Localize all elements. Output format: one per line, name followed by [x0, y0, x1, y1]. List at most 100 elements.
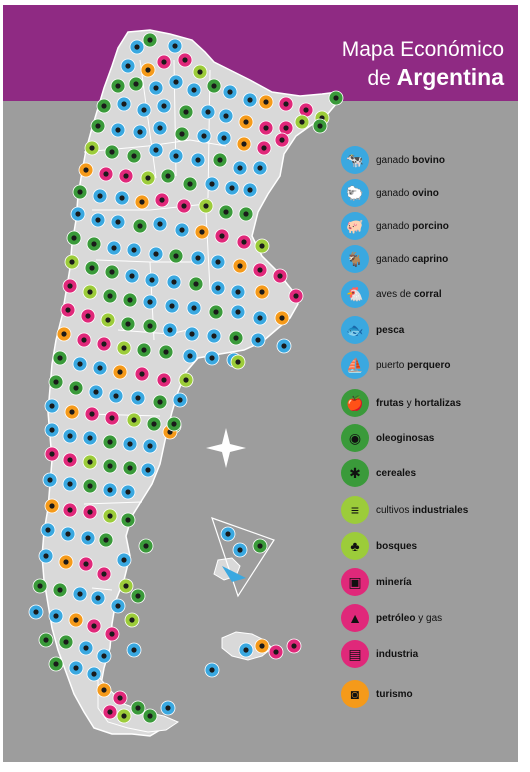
activity-marker-glyph — [157, 399, 163, 405]
activity-marker-glyph — [105, 317, 111, 323]
activity-marker-glyph — [195, 157, 201, 163]
activity-marker-glyph — [197, 69, 203, 75]
activity-marker-glyph — [191, 87, 197, 93]
legend-label: bosques — [376, 540, 418, 552]
legend-item-boat: ⛵ puerto perquero — [341, 350, 450, 380]
activity-marker-glyph — [237, 547, 243, 553]
activity-marker-glyph — [131, 247, 137, 253]
activity-marker-glyph — [161, 377, 167, 383]
activity-marker-glyph — [203, 203, 209, 209]
activity-marker-glyph — [139, 371, 145, 377]
activity-marker-glyph — [117, 695, 123, 701]
activity-marker-glyph — [49, 403, 55, 409]
activity-marker-glyph — [241, 141, 247, 147]
activity-marker-glyph — [141, 107, 147, 113]
hen-icon: 🐔 — [341, 280, 369, 308]
legend-label: puerto perquero — [376, 359, 451, 371]
activity-marker-glyph — [145, 175, 151, 181]
activity-marker-glyph — [243, 119, 249, 125]
activity-marker-glyph — [115, 127, 121, 133]
activity-marker-glyph — [93, 389, 99, 395]
compass-rose — [206, 428, 246, 468]
activity-marker-glyph — [119, 195, 125, 201]
activity-marker-glyph — [199, 229, 205, 235]
activity-marker-glyph — [143, 543, 149, 549]
activity-marker-glyph — [133, 81, 139, 87]
activity-marker-glyph — [83, 167, 89, 173]
activity-marker-glyph — [237, 165, 243, 171]
activity-marker-glyph — [223, 209, 229, 215]
legend-label: ganado caprino — [376, 253, 449, 265]
activity-marker-glyph — [103, 537, 109, 543]
oil-derrick-icon: ▲ — [341, 604, 369, 632]
activity-marker-glyph — [77, 189, 83, 195]
activity-marker-glyph — [147, 443, 153, 449]
activity-marker-glyph — [259, 243, 265, 249]
activity-marker-glyph — [173, 79, 179, 85]
activity-marker-glyph — [179, 131, 185, 137]
activity-marker-glyph — [125, 489, 131, 495]
factory-icon: ▤ — [341, 640, 369, 668]
activity-marker-glyph — [229, 185, 235, 191]
activity-marker-glyph — [61, 331, 67, 337]
activity-marker-glyph — [169, 303, 175, 309]
activity-marker-glyph — [247, 187, 253, 193]
activity-marker-glyph — [225, 531, 231, 537]
activity-marker-glyph — [153, 85, 159, 91]
activity-marker-glyph — [139, 199, 145, 205]
activity-marker-glyph — [115, 219, 121, 225]
activity-marker-glyph — [263, 125, 269, 131]
activity-marker-glyph — [101, 103, 107, 109]
activity-marker-glyph — [135, 705, 141, 711]
activity-marker-glyph — [237, 263, 243, 269]
activity-marker-glyph — [213, 309, 219, 315]
activity-marker-glyph — [193, 281, 199, 287]
argentina-landmass — [41, 29, 339, 737]
wheat-icon: ✱ — [341, 459, 369, 487]
activity-marker-glyph — [163, 349, 169, 355]
activity-marker-glyph — [101, 653, 107, 659]
activity-marker-glyph — [223, 113, 229, 119]
activity-marker-glyph — [183, 377, 189, 383]
activity-marker-glyph — [137, 223, 143, 229]
activity-marker-glyph — [123, 583, 129, 589]
activity-marker-glyph — [87, 459, 93, 465]
camera-icon: ◙ — [341, 680, 369, 708]
activity-marker-glyph — [147, 299, 153, 305]
activity-marker-glyph — [247, 97, 253, 103]
activity-marker-glyph — [87, 509, 93, 515]
activity-marker-glyph — [157, 221, 163, 227]
activity-marker-glyph — [131, 417, 137, 423]
activity-marker-glyph — [257, 267, 263, 273]
legend-item-sheep: 🐑 ganado ovino — [341, 178, 439, 208]
activity-marker-glyph — [277, 273, 283, 279]
legend-label: turismo — [376, 688, 413, 700]
activity-marker-glyph — [299, 119, 305, 125]
activity-marker-glyph — [129, 617, 135, 623]
activity-marker-glyph — [57, 355, 63, 361]
activity-marker-glyph — [71, 235, 77, 241]
activity-marker-glyph — [83, 645, 89, 651]
activity-marker-glyph — [211, 83, 217, 89]
activity-marker-glyph — [109, 149, 115, 155]
activity-marker-glyph — [187, 181, 193, 187]
activity-marker-glyph — [129, 273, 135, 279]
legend-label: cereales — [376, 467, 417, 479]
activity-marker-glyph — [209, 667, 215, 673]
activity-marker-glyph — [153, 251, 159, 257]
activity-marker-glyph — [91, 241, 97, 247]
cow-icon: 🐄 — [341, 146, 369, 174]
activity-marker-glyph — [147, 713, 153, 719]
activity-marker-glyph — [63, 639, 69, 645]
pig-icon: 🐖 — [341, 212, 369, 240]
activity-marker-glyph — [283, 101, 289, 107]
legend-label: petróleo y gas — [376, 612, 443, 624]
activity-marker-glyph — [273, 649, 279, 655]
activity-marker-glyph — [241, 239, 247, 245]
activity-marker-glyph — [95, 217, 101, 223]
legend-label: cultivos industriales — [376, 504, 469, 516]
activity-marker-glyph — [43, 553, 49, 559]
activity-marker-glyph — [85, 313, 91, 319]
activity-marker-glyph — [87, 435, 93, 441]
